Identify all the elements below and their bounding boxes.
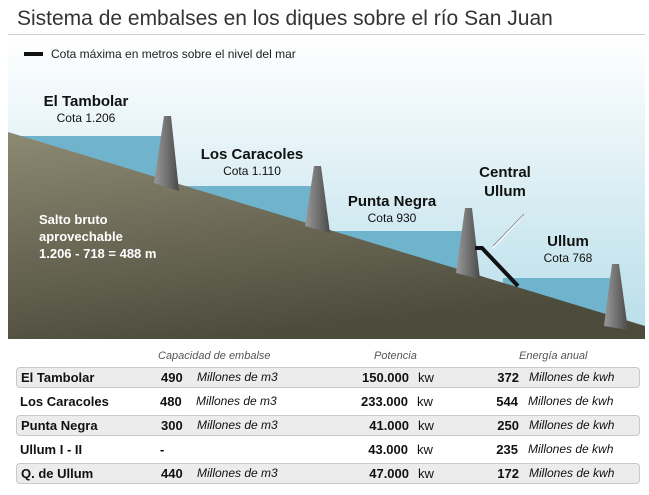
table-row: Q. de Ullum 440 Millones de m3 47.000 kw… (16, 463, 640, 484)
label-ullum: Ullum Cota 768 (534, 233, 602, 265)
salto-line3: 1.206 - 718 = 488 m (39, 246, 157, 261)
dam-el-tambolar (154, 116, 179, 191)
table-row: Punta Negra 300 Millones de m3 41.000 kw… (16, 415, 640, 436)
row-energia-unit: Millones de kwh (528, 394, 614, 408)
row-capacidad: 300 (161, 418, 183, 433)
row-potencia: 41.000 (369, 418, 409, 433)
row-capacidad: 440 (161, 466, 183, 481)
row-energia-unit: Millones de kwh (529, 418, 615, 432)
row-capacidad-unit: Millones de m3 (197, 466, 278, 480)
dam-cota: Cota 1.110 (223, 164, 281, 178)
row-potencia: 150.000 (362, 370, 409, 385)
data-table: Capacidad de embalse Potencia Energía an… (16, 347, 640, 487)
row-potencia: 43.000 (368, 442, 408, 457)
row-name: Ullum I - II (20, 442, 83, 457)
diagram-svg (8, 36, 645, 339)
row-energia: 250 (497, 418, 519, 433)
table-row: Ullum I - II - 43.000 kw 235 Millones de… (16, 439, 640, 460)
central-ullum-pointer (492, 215, 524, 249)
row-potencia-unit: kw (418, 370, 434, 385)
salto-bruto-label: Salto bruto aprovechable 1.206 - 718 = 4… (39, 211, 156, 262)
header-energia: Energía anual (519, 350, 588, 362)
row-energia-unit: Millones de kwh (529, 466, 615, 480)
row-capacidad: 490 (161, 370, 183, 385)
dam-los-caracoles (305, 166, 330, 233)
label-punta-negra: Punta Negra Cota 930 (342, 193, 442, 225)
row-capacidad: - (160, 442, 165, 457)
label-central-ullum: Central Ullum (470, 163, 540, 201)
legend: Cota máxima en metros sobre el nivel del… (24, 47, 296, 61)
row-potencia-unit: kw (418, 418, 434, 433)
header-capacidad: Capacidad de embalse (158, 350, 271, 362)
reservoir-diagram (8, 36, 645, 339)
central-line2: Ullum (484, 183, 526, 200)
row-energia-unit: Millones de kwh (528, 442, 614, 456)
dam-name: Punta Negra (347, 193, 437, 210)
row-energia: 172 (497, 466, 519, 481)
row-energia-unit: Millones de kwh (529, 370, 615, 384)
page-title: Sistema de embalses en los diques sobre … (17, 7, 553, 30)
row-name: Q. de Ullum (21, 466, 94, 481)
central-line1: Central (479, 164, 531, 181)
row-capacidad-unit: Millones de m3 (196, 394, 277, 408)
dam-ullum (604, 264, 628, 330)
dam-name: Ullum (547, 233, 589, 250)
label-los-caracoles: Los Caracoles Cota 1.110 (192, 146, 312, 178)
salto-line1: Salto bruto (39, 212, 108, 227)
dam-cota: Cota 930 (367, 211, 417, 225)
header-potencia: Potencia (374, 350, 417, 362)
title-divider (8, 34, 645, 35)
salto-line2: aprovechable (39, 229, 123, 244)
row-potencia-unit: kw (417, 394, 433, 409)
row-potencia: 233.000 (361, 394, 408, 409)
dam-cota: Cota 768 (543, 251, 593, 265)
legend-label: Cota máxima en metros sobre el nivel del… (51, 47, 296, 61)
label-el-tambolar: El Tambolar Cota 1.206 (36, 93, 136, 125)
row-potencia: 47.000 (369, 466, 409, 481)
row-name: Los Caracoles (20, 394, 109, 409)
central-ullum-pointer-dark (492, 213, 525, 247)
row-name: El Tambolar (21, 370, 95, 385)
dam-name: Los Caracoles (200, 146, 304, 163)
table-header: Capacidad de embalse Potencia Energía an… (16, 347, 640, 367)
central-ullum-penstock (475, 246, 520, 288)
row-energia: 544 (496, 394, 518, 409)
row-capacidad-unit: Millones de m3 (197, 418, 278, 432)
row-potencia-unit: kw (417, 442, 433, 457)
row-capacidad-unit: Millones de m3 (197, 370, 278, 384)
row-capacidad: 480 (160, 394, 182, 409)
dam-punta-negra (456, 208, 480, 279)
row-name: Punta Negra (21, 418, 98, 433)
table-row: Los Caracoles 480 Millones de m3 233.000… (16, 391, 640, 412)
row-potencia-unit: kw (418, 466, 434, 481)
dam-cota: Cota 1.206 (56, 111, 116, 125)
row-energia: 372 (497, 370, 519, 385)
row-energia: 235 (496, 442, 518, 457)
dam-name: El Tambolar (43, 93, 129, 110)
table-row: El Tambolar 490 Millones de m3 150.000 k… (16, 367, 640, 388)
legend-line-swatch (24, 52, 43, 56)
